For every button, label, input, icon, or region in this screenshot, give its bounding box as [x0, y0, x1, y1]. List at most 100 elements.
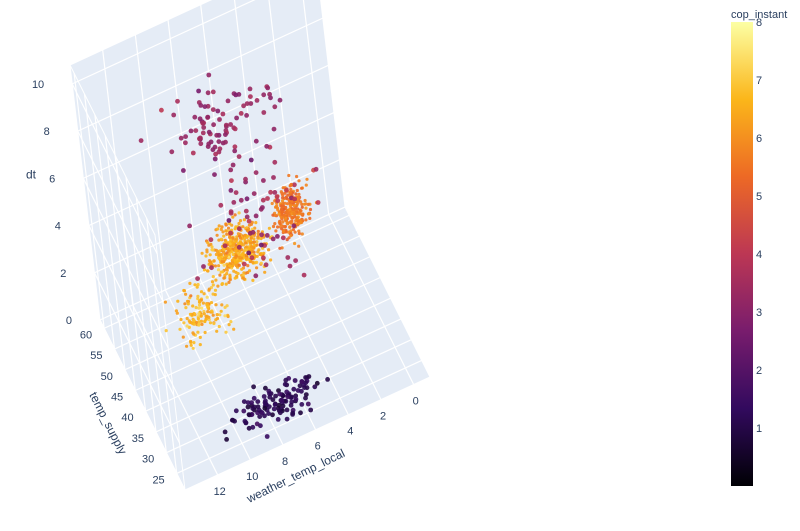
- data-point: [243, 236, 247, 240]
- data-point: [228, 209, 234, 215]
- data-point: [312, 384, 318, 390]
- data-point: [265, 85, 271, 91]
- data-point: [220, 111, 226, 117]
- data-point: [244, 256, 248, 260]
- data-point: [283, 377, 289, 383]
- data-point: [291, 223, 297, 229]
- data-point: [181, 168, 186, 173]
- x-grid-floor: [262, 244, 349, 415]
- data-point: [248, 101, 254, 106]
- data-point: [206, 305, 210, 309]
- data-point: [204, 317, 208, 321]
- data-point: [295, 388, 301, 393]
- data-point: [252, 237, 256, 241]
- data-point: [199, 319, 203, 323]
- data-point: [215, 108, 221, 114]
- data-point: [305, 401, 311, 407]
- data-point: [185, 299, 190, 303]
- data-point: [237, 259, 241, 263]
- data-point: [300, 186, 304, 190]
- data-point: [186, 302, 190, 306]
- data-point: [228, 188, 234, 193]
- data-point: [201, 301, 205, 305]
- data-point: [247, 247, 251, 251]
- data-point: [233, 276, 237, 280]
- data-point: [164, 329, 168, 333]
- data-point: [227, 255, 231, 259]
- data-point: [232, 148, 238, 154]
- data-point: [212, 172, 217, 178]
- data-point: [237, 221, 241, 226]
- data-point: [303, 395, 308, 401]
- data-point: [211, 275, 215, 279]
- z-tick-label: 4: [55, 221, 61, 233]
- data-point: [259, 232, 264, 238]
- data-point: [205, 90, 211, 96]
- data-point: [192, 341, 196, 345]
- data-point: [183, 302, 187, 306]
- data-point: [221, 230, 225, 234]
- data-point: [198, 303, 202, 307]
- data-point: [224, 229, 228, 233]
- data-point: [258, 242, 264, 248]
- data-point: [203, 319, 207, 324]
- data-point: [219, 237, 223, 241]
- y-grid-side: [115, 156, 147, 412]
- data-point: [203, 330, 207, 335]
- data-point: [199, 314, 203, 318]
- data-point: [224, 330, 228, 334]
- data-point: [201, 125, 207, 130]
- data-point: [223, 314, 227, 318]
- data-point: [223, 122, 229, 128]
- data-point: [228, 230, 234, 236]
- data-point: [271, 175, 276, 180]
- data-point: [247, 86, 253, 92]
- data-point: [233, 247, 237, 251]
- data-point: [215, 233, 219, 237]
- data-point: [198, 103, 204, 108]
- data-point: [214, 303, 218, 307]
- colorbar-tick-label: 7: [756, 75, 762, 87]
- data-point: [226, 218, 232, 223]
- data-point: [185, 344, 189, 348]
- data-point: [256, 407, 262, 413]
- data-point: [213, 288, 218, 292]
- data-point: [253, 273, 259, 279]
- data-point: [267, 391, 272, 397]
- data-point: [280, 227, 284, 231]
- data-point: [297, 179, 301, 183]
- data-point: [215, 250, 220, 254]
- data-point: [298, 410, 303, 416]
- data-point: [200, 130, 206, 136]
- data-point: [293, 393, 299, 399]
- z-tick-label: 10: [32, 79, 44, 91]
- data-point: [188, 312, 192, 316]
- data-point: [304, 202, 308, 206]
- data-point: [292, 182, 297, 188]
- data-point: [237, 263, 241, 267]
- data-point: [278, 222, 282, 226]
- data-point: [247, 269, 252, 273]
- x-tick-label: 6: [315, 441, 321, 453]
- z-grid-side: [82, 178, 169, 349]
- data-point: [284, 187, 289, 193]
- data-point: [234, 264, 239, 268]
- data-point: [263, 401, 269, 407]
- data-point: [297, 192, 301, 196]
- data-point: [236, 226, 242, 232]
- y-tick-label: 50: [101, 371, 113, 383]
- data-point: [264, 233, 270, 238]
- data-point: [208, 321, 213, 325]
- data-point: [279, 190, 283, 194]
- data-point: [251, 384, 256, 390]
- data-point: [230, 162, 236, 168]
- data-point: [185, 316, 189, 321]
- y-grid-floor: [103, 214, 350, 329]
- data-point: [253, 226, 257, 230]
- data-point: [220, 303, 224, 307]
- data-point: [301, 272, 307, 278]
- data-point: [267, 91, 272, 97]
- data-point: [263, 385, 268, 391]
- data-point: [261, 110, 267, 115]
- data-point: [196, 317, 200, 321]
